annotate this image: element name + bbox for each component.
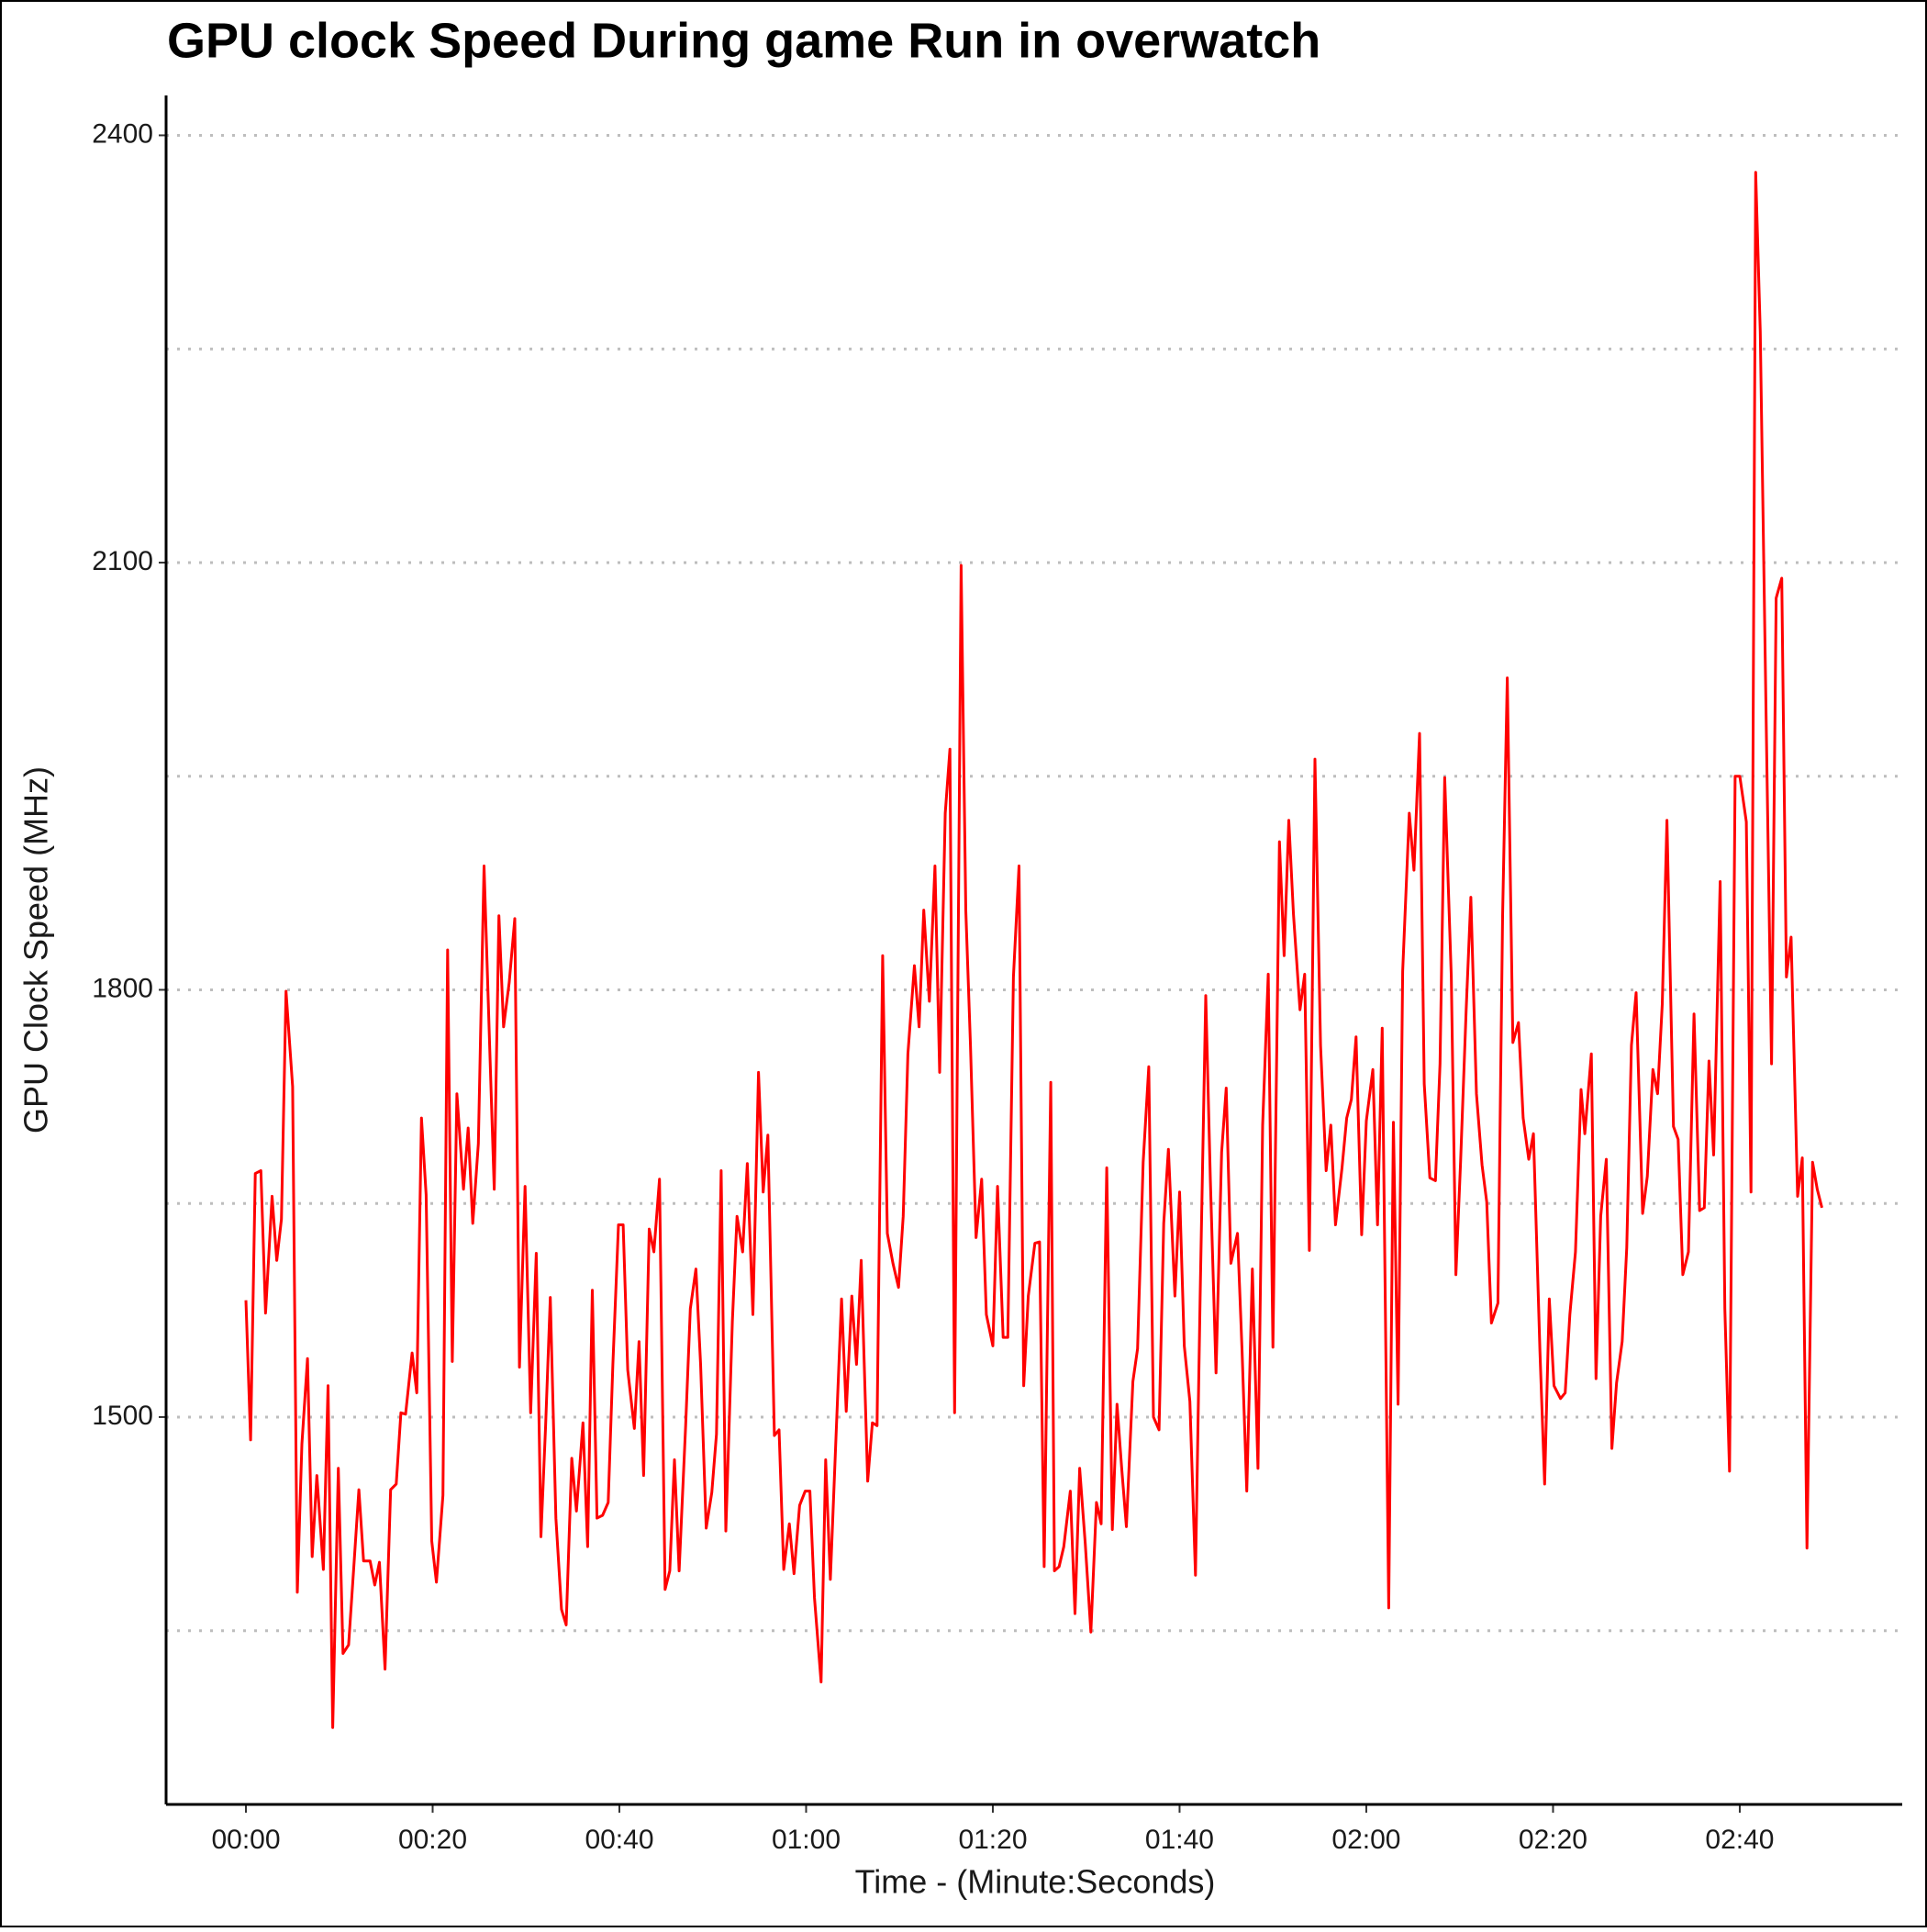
x-axis-label: Time - (Minute:Seconds)	[855, 1863, 1216, 1901]
y-tick-label: 1800	[92, 973, 153, 1003]
x-tick-label: 02:20	[1519, 1825, 1587, 1855]
y-tick-label: 2100	[92, 546, 153, 576]
x-tick-label: 00:00	[211, 1825, 280, 1855]
y-tick-label: 1500	[92, 1401, 153, 1431]
y-tick-label: 2400	[92, 118, 153, 149]
x-tick-label: 02:40	[1705, 1825, 1774, 1855]
x-tick-label: 02:00	[1331, 1825, 1400, 1855]
x-tick-label: 01:00	[772, 1825, 841, 1855]
x-tick-label: 01:20	[958, 1825, 1027, 1855]
chart-title: GPU clock Speed During game Run in overw…	[167, 13, 1320, 68]
y-axis-label: GPU Clock Speed (MHz)	[17, 766, 55, 1134]
x-tick-label: 00:40	[585, 1825, 653, 1855]
x-tick-label: 00:20	[398, 1825, 467, 1855]
x-tick-label: 01:40	[1145, 1825, 1214, 1855]
data-line	[244, 171, 1823, 1729]
